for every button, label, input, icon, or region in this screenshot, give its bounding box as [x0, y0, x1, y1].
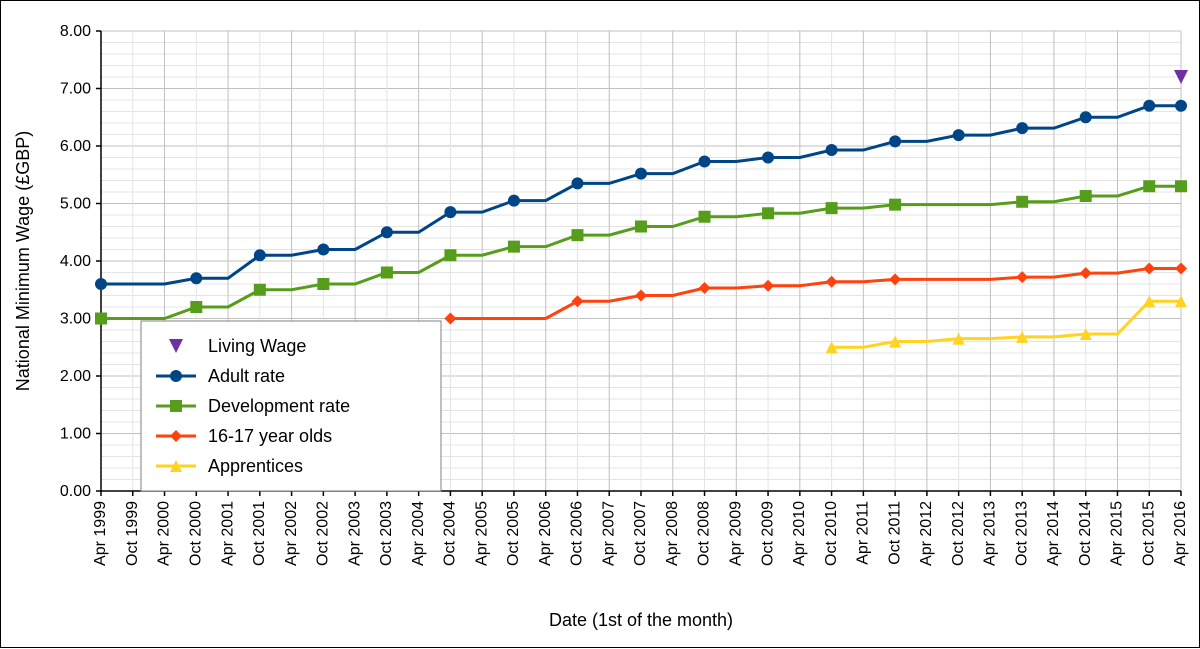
svg-text:Oct 2007: Oct 2007	[632, 501, 649, 566]
x-axis-title: Date (1st of the month)	[549, 610, 733, 630]
svg-text:Oct 2013: Oct 2013	[1013, 501, 1030, 566]
svg-text:0.00: 0.00	[60, 483, 91, 500]
svg-text:7.00: 7.00	[60, 81, 91, 98]
chart-container: 0.00 1.00 2.00 3.00 4.00 5.00 6.00 7.00 8.00 Apr …	[0, 0, 1200, 648]
legend-label: 16-17 year olds	[208, 426, 332, 446]
svg-text:Apr 2009: Apr 2009	[728, 501, 745, 566]
legend: Living Wage Adult rate Development rate 16-…	[141, 321, 441, 491]
svg-text:Oct 2000: Oct 2000	[188, 501, 205, 566]
svg-text:Apr 2005: Apr 2005	[473, 501, 490, 566]
svg-text:Oct 1999: Oct 1999	[124, 501, 141, 566]
series-16-17-year-olds	[444, 262, 1187, 324]
svg-text:Oct 2010: Oct 2010	[823, 501, 840, 566]
svg-text:Oct 2009: Oct 2009	[759, 501, 776, 566]
minimum-wage-chart: 0.00 1.00 2.00 3.00 4.00 5.00 6.00 7.00 8.00 Apr …	[1, 1, 1200, 649]
svg-text:Apr 2011: Apr 2011	[855, 501, 872, 565]
svg-text:Apr 2003: Apr 2003	[346, 501, 363, 566]
svg-text:Apr 2015: Apr 2015	[1109, 501, 1126, 566]
y-axis-title: National Minimum Wage (£GBP)	[13, 131, 33, 391]
legend-label: Living Wage	[208, 336, 306, 356]
svg-text:Apr 2010: Apr 2010	[791, 501, 808, 566]
svg-text:1.00: 1.00	[60, 426, 91, 443]
svg-text:Oct 2011: Oct 2011	[886, 501, 903, 565]
svg-text:4.00: 4.00	[60, 253, 91, 270]
svg-text:Oct 2015: Oct 2015	[1140, 501, 1157, 566]
x-ticks: Apr 1999 Oct 1999 Apr 2000 Oct 2000 Apr 2001…	[92, 491, 1189, 566]
svg-text:Oct 2001: Oct 2001	[251, 501, 268, 566]
svg-text:Apr 2016: Apr 2016	[1172, 501, 1189, 566]
svg-text:6.00: 6.00	[60, 138, 91, 155]
svg-text:8.00: 8.00	[60, 23, 91, 40]
svg-text:Apr 2000: Apr 2000	[156, 501, 173, 566]
svg-text:Apr 2002: Apr 2002	[283, 501, 300, 566]
svg-text:Apr 2014: Apr 2014	[1045, 501, 1062, 566]
svg-text:Apr 2006: Apr 2006	[537, 501, 554, 566]
svg-text:Oct 2002: Oct 2002	[315, 501, 332, 566]
svg-text:Apr 2013: Apr 2013	[982, 501, 999, 566]
svg-text:Oct 2003: Oct 2003	[378, 501, 395, 566]
svg-text:Apr 2007: Apr 2007	[600, 501, 617, 566]
series-apprentices	[826, 295, 1187, 353]
svg-text:Oct 2014: Oct 2014	[1077, 501, 1094, 566]
svg-text:3.00: 3.00	[60, 311, 91, 328]
legend-label: Development rate	[208, 396, 350, 416]
svg-text:5.00: 5.00	[60, 196, 91, 213]
legend-label: Apprentices	[208, 456, 303, 476]
legend-label: Adult rate	[208, 366, 285, 386]
svg-text:Oct 2008: Oct 2008	[696, 501, 713, 566]
y-ticks: 0.00 1.00 2.00 3.00 4.00 5.00 6.00 7.00 8.00	[60, 23, 101, 500]
svg-text:Oct 2005: Oct 2005	[505, 501, 522, 566]
svg-text:Oct 2004: Oct 2004	[442, 501, 459, 566]
svg-text:Apr 2012: Apr 2012	[918, 501, 935, 566]
svg-text:Apr 2008: Apr 2008	[664, 501, 681, 566]
svg-text:Oct 2006: Oct 2006	[569, 501, 586, 566]
svg-text:2.00: 2.00	[60, 368, 91, 385]
svg-text:Apr 2001: Apr 2001	[219, 501, 236, 566]
svg-text:Apr 2004: Apr 2004	[410, 501, 427, 566]
svg-text:Apr 1999: Apr 1999	[92, 501, 109, 566]
svg-text:Oct 2012: Oct 2012	[950, 501, 967, 566]
